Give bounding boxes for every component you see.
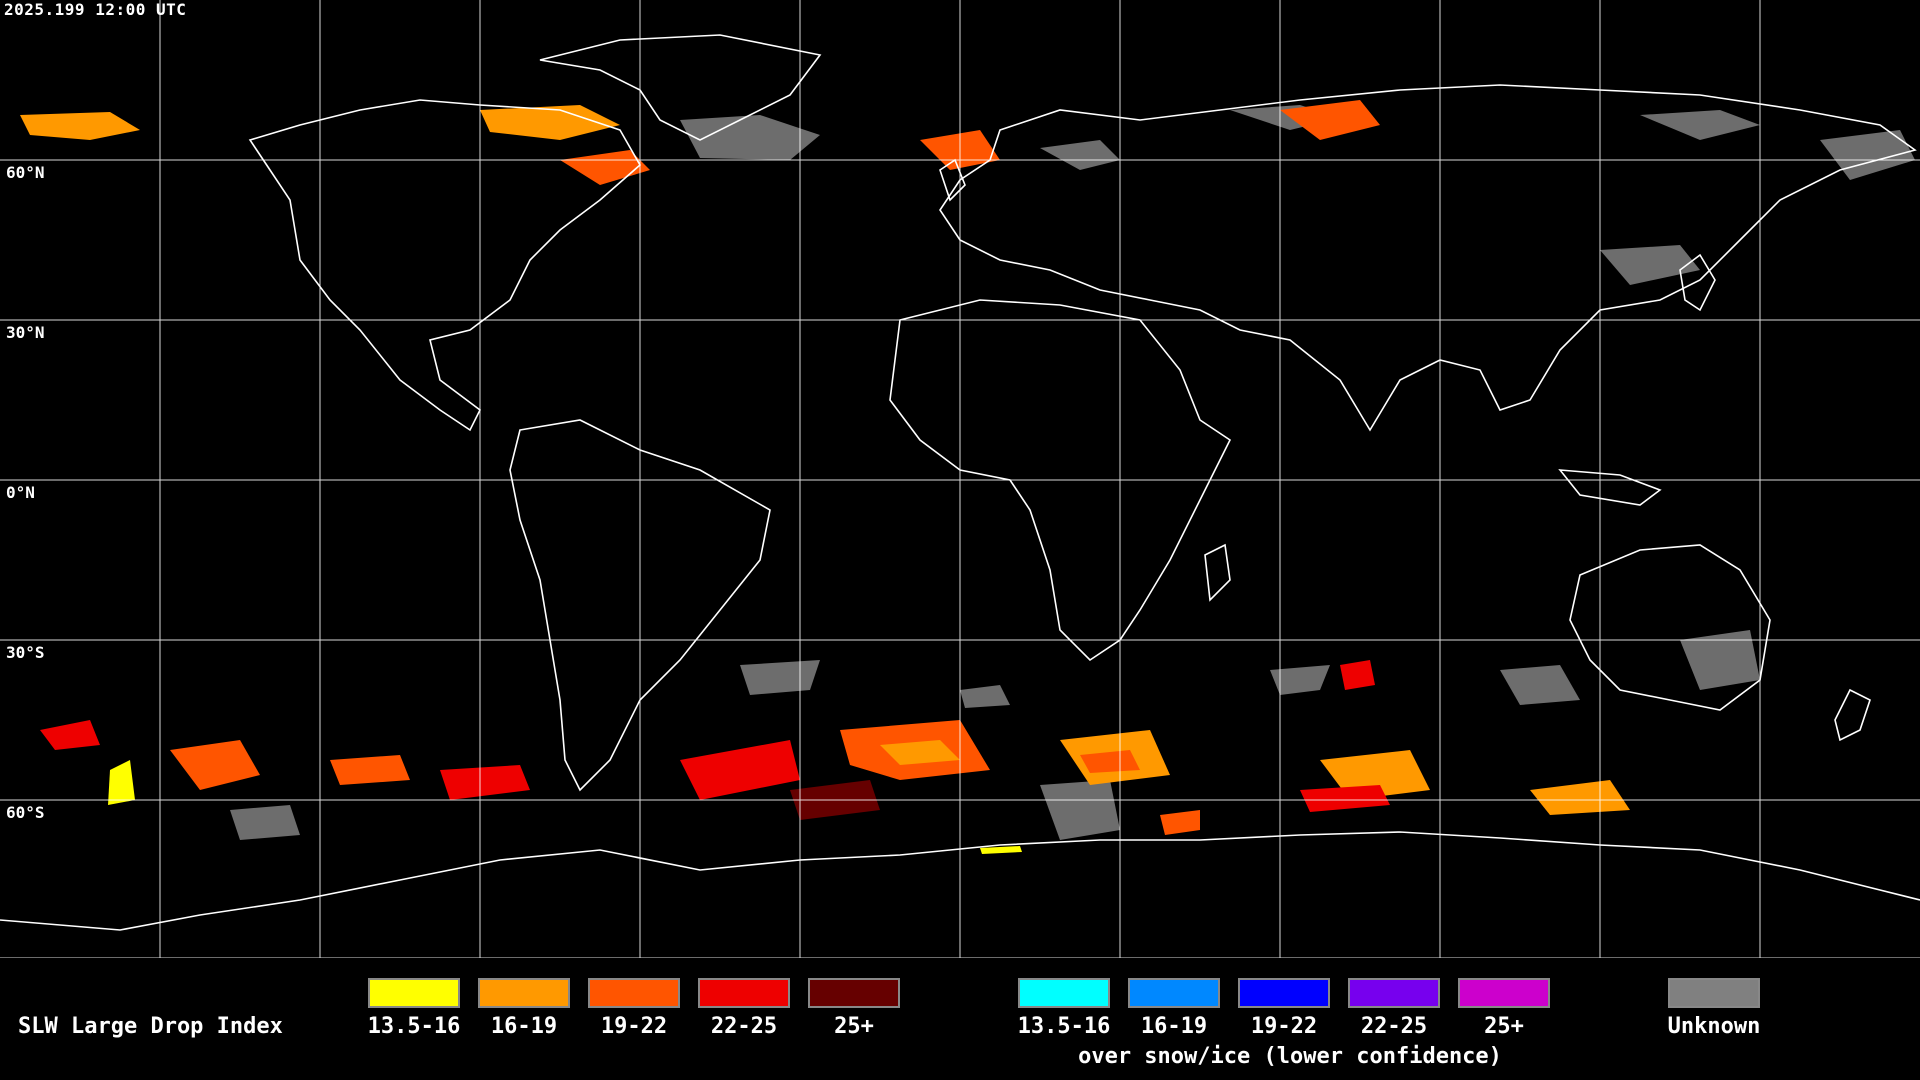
label-19-22: 19-22	[600, 1014, 668, 1039]
swatch-13-16	[368, 978, 460, 1008]
graticule	[0, 0, 1920, 958]
swatch-snow-19-22	[1238, 978, 1330, 1008]
swatch-snow-13-16	[1018, 978, 1110, 1008]
label-unknown: Unknown	[1667, 1014, 1761, 1039]
swatch-16-19	[478, 978, 570, 1008]
legend-title: SLW Large Drop Index	[18, 1014, 283, 1039]
slw-index-layer	[20, 100, 1630, 854]
timestamp: 2025.199 12:00 UTC	[4, 0, 187, 19]
label-snow-16-19: 16-19	[1140, 1014, 1208, 1039]
label-13-16: 13.5-16	[367, 1014, 461, 1039]
label-22-25: 22-25	[710, 1014, 778, 1039]
swatch-unknown	[1668, 978, 1760, 1008]
label-snow-13-16: 13.5-16	[1017, 1014, 1111, 1039]
label-snow-25-plus: 25+	[1484, 1014, 1524, 1039]
swatch-snow-25-plus	[1458, 978, 1550, 1008]
swatch-25-plus	[808, 978, 900, 1008]
label-snow-19-22: 19-22	[1250, 1014, 1318, 1039]
snow-confidence-note: over snow/ice (lower confidence)	[1078, 1044, 1502, 1069]
swatch-snow-16-19	[1128, 978, 1220, 1008]
lat-label-60n: 60°N	[6, 163, 45, 182]
legend	[0, 958, 1920, 1080]
label-16-19: 16-19	[490, 1014, 558, 1039]
label-25-plus: 25+	[834, 1014, 874, 1039]
unknown-cloud-layer	[230, 105, 1915, 840]
lat-label-30s: 30°S	[6, 643, 45, 662]
lat-label-0n: 0°N	[6, 483, 35, 502]
swatch-19-22	[588, 978, 680, 1008]
swatch-snow-22-25	[1348, 978, 1440, 1008]
label-snow-22-25: 22-25	[1360, 1014, 1428, 1039]
lat-label-60s: 60°S	[6, 803, 45, 822]
world-map	[0, 0, 1920, 958]
lat-label-30n: 30°N	[6, 323, 45, 342]
swatch-22-25	[698, 978, 790, 1008]
